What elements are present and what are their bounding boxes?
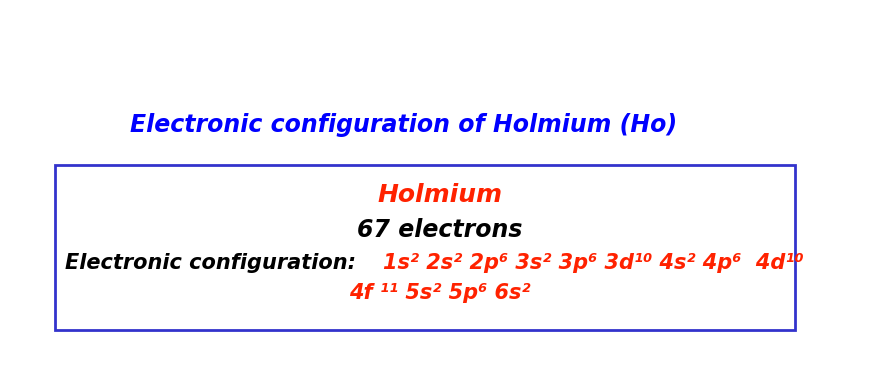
- Text: Electronic configuration:: Electronic configuration:: [65, 253, 363, 273]
- Text: 1s² 2s² 2p⁶ 3s² 3p⁶ 3d¹⁰ 4s² 4p⁶  4d¹⁰: 1s² 2s² 2p⁶ 3s² 3p⁶ 3d¹⁰ 4s² 4p⁶ 4d¹⁰: [383, 253, 802, 273]
- Text: 67 electrons: 67 electrons: [356, 218, 522, 242]
- Text: Electronic configuration of Holmium (Ho): Electronic configuration of Holmium (Ho): [130, 113, 676, 137]
- Text: Holmium: Holmium: [377, 183, 501, 207]
- Bar: [55, 165, 794, 330]
- Text: 4f ¹¹ 5s² 5p⁶ 6s²: 4f ¹¹ 5s² 5p⁶ 6s²: [349, 283, 529, 303]
